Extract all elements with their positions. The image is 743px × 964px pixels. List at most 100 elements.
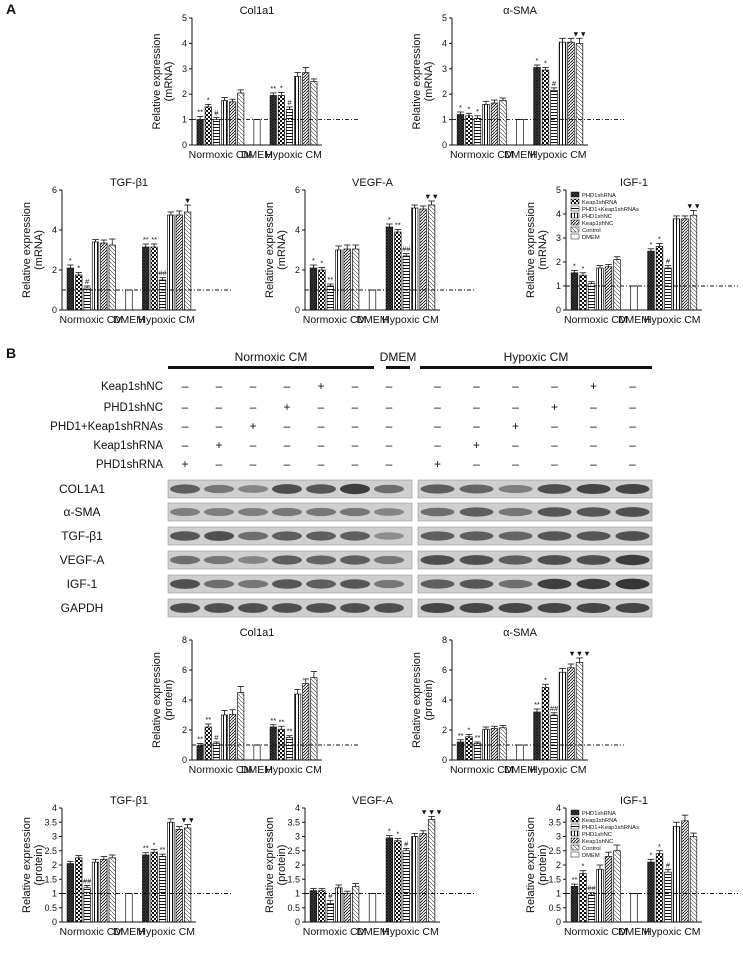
bar <box>83 287 91 311</box>
significance-label: # <box>666 257 671 266</box>
y-tick-label: 4 <box>52 225 57 235</box>
significance-label: ▼ <box>184 196 191 205</box>
y-tick-label: 0 <box>442 755 447 765</box>
group-label: Hypoxic CM <box>265 149 322 161</box>
bar <box>689 214 698 311</box>
bar <box>253 119 261 146</box>
significance-label: * <box>573 261 576 270</box>
y-tick-label: 2 <box>182 725 187 735</box>
condition-sign: + <box>512 419 519 433</box>
significance-label: ** <box>160 845 166 854</box>
bar <box>108 857 116 923</box>
bar <box>550 90 558 146</box>
y-tick-label: 3 <box>52 832 57 842</box>
y-tick-label: 3 <box>295 832 300 842</box>
blot-band <box>340 603 370 613</box>
bar <box>100 242 108 311</box>
blot-band <box>576 602 611 614</box>
significance-label: ## <box>402 245 411 254</box>
blot-band <box>420 507 455 517</box>
blot-band <box>498 485 533 493</box>
condition-sign: – <box>250 379 257 393</box>
blot-band <box>498 507 533 517</box>
blot-band <box>204 579 234 589</box>
condition-sign: – <box>182 400 189 414</box>
group-label: Normoxic CM <box>189 149 253 161</box>
y-tick-label: 2.5 <box>44 846 57 856</box>
blot-band <box>459 602 494 614</box>
blot-group-line <box>386 366 410 369</box>
blot-band <box>272 579 302 589</box>
y-tick-label: 4 <box>295 803 300 813</box>
bar <box>655 853 664 923</box>
blot-band <box>420 484 455 494</box>
panel-label: B <box>6 345 16 361</box>
bar <box>75 857 83 923</box>
condition-sign: – <box>434 438 441 452</box>
bar <box>533 711 541 761</box>
y-axis-label: (protein) <box>537 845 549 886</box>
group-label: Hypoxic CM <box>644 314 701 326</box>
significance-label: # <box>666 860 671 869</box>
y-tick-label: 3 <box>442 64 447 74</box>
blot-band <box>374 532 404 540</box>
blot-band <box>272 507 302 517</box>
y-tick-label: 4 <box>442 695 447 705</box>
condition-sign: – <box>318 419 325 433</box>
bar <box>351 886 360 923</box>
blot-band <box>537 531 572 541</box>
y-tick-label: 1 <box>556 889 561 899</box>
y-axis-label: Relative expression <box>151 652 163 748</box>
significance-label: ** <box>197 108 203 117</box>
y-tick-label: 6 <box>442 665 447 675</box>
blot-band <box>306 555 336 565</box>
legend-label: Keap1shRNA <box>582 200 617 206</box>
significance-label: * <box>468 726 471 735</box>
y-tick-label: 0 <box>556 305 561 315</box>
y-tick-label: 8 <box>442 635 447 645</box>
legend-swatch <box>570 851 580 858</box>
bar <box>567 41 575 146</box>
blot-band <box>576 555 611 565</box>
bar <box>541 686 550 761</box>
condition-sign: – <box>590 400 597 414</box>
bar <box>672 218 681 311</box>
significance-label: * <box>468 104 471 113</box>
condition-sign: – <box>352 457 359 471</box>
y-tick-label: 0 <box>182 140 187 150</box>
bar <box>473 117 482 146</box>
condition-sign: – <box>216 400 223 414</box>
bar <box>196 119 204 146</box>
bar <box>613 259 621 311</box>
condition-sign: + <box>317 379 324 393</box>
bar <box>196 745 204 761</box>
chart-title: TGF-β1 <box>110 795 148 807</box>
group-label: Normoxic CM <box>450 149 514 161</box>
bar <box>596 868 604 923</box>
bar <box>100 858 108 923</box>
condition-sign: – <box>284 419 291 433</box>
condition-sign: – <box>250 457 257 471</box>
significance-label: * <box>650 240 653 249</box>
blot-band <box>420 579 455 589</box>
bar <box>269 726 277 761</box>
y-tick-label: 6 <box>52 185 57 195</box>
significance-label: ** <box>197 735 203 744</box>
y-tick-label: 2 <box>182 89 187 99</box>
y-axis-label: (mRNA) <box>423 62 435 102</box>
chart-title: IGF-1 <box>620 177 648 189</box>
y-tick-label: 0 <box>295 305 300 315</box>
legend-swatch <box>570 233 580 240</box>
bar <box>91 861 100 923</box>
condition-sign: + <box>249 419 256 433</box>
bar <box>402 255 410 311</box>
y-tick-label: 3 <box>556 832 561 842</box>
blot-band <box>238 603 268 613</box>
group-label: Hypoxic CM <box>382 314 439 326</box>
blot-band <box>374 555 404 565</box>
significance-label: ** <box>458 731 464 740</box>
legend-swatch <box>570 205 580 212</box>
